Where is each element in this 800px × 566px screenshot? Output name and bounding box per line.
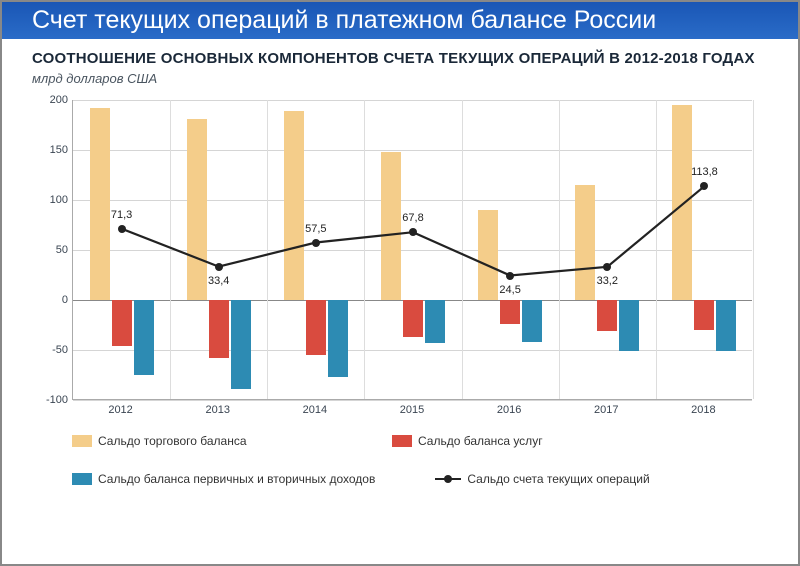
y-tick-label: -100 [46, 394, 68, 406]
y-tick-label: 50 [56, 244, 68, 256]
line-marker [312, 239, 320, 247]
bar [672, 105, 692, 300]
line-marker [215, 263, 223, 271]
legend-label: Сальдо баланса первичных и вторичных дох… [98, 472, 375, 486]
y-tick-label: 200 [50, 94, 68, 106]
bar [209, 300, 229, 358]
x-tick-label: 2017 [594, 404, 618, 416]
bar [284, 111, 304, 300]
bar [619, 300, 639, 351]
y-tick-label: 150 [50, 144, 68, 156]
point-label: 71,3 [111, 209, 132, 221]
line-marker [603, 263, 611, 271]
line-marker [700, 182, 708, 190]
legend-label: Сальдо торгового баланса [98, 434, 247, 448]
swatch-icon [72, 473, 92, 485]
point-label: 24,5 [499, 284, 520, 296]
x-tick-label: 2015 [400, 404, 424, 416]
bar [597, 300, 617, 331]
bar [478, 210, 498, 300]
x-tick-label: 2018 [691, 404, 715, 416]
y-tick-label: 100 [50, 194, 68, 206]
point-label: 33,4 [208, 275, 229, 287]
y-tick-label: -50 [52, 344, 68, 356]
point-label: 67,8 [402, 212, 423, 224]
grid-vline [559, 100, 560, 399]
grid-line [73, 250, 752, 251]
chart: -100-50050100150200 71,333,457,567,824,5… [42, 100, 768, 418]
bar [694, 300, 714, 330]
x-tick-label: 2013 [205, 404, 229, 416]
bar [575, 185, 595, 300]
bar [112, 300, 132, 346]
bar [328, 300, 348, 377]
line-marker [409, 228, 417, 236]
chart-units: млрд долларов США [32, 71, 768, 86]
bar [425, 300, 445, 343]
y-axis-labels: -100-50050100150200 [32, 100, 68, 400]
y-tick-label: 0 [62, 294, 68, 306]
swatch-icon [72, 435, 92, 447]
point-label: 33,2 [597, 275, 618, 287]
legend-label: Сальдо баланса услуг [418, 434, 543, 448]
swatch-line-icon [435, 478, 461, 480]
legend-item-current-account: Сальдо счета текущих операций [435, 472, 695, 486]
x-axis-labels: 2012 2013 2014 2015 2016 2017 2018 [72, 400, 752, 418]
line-marker [506, 272, 514, 280]
legend-item-services: Сальдо баланса услуг [392, 434, 652, 448]
point-label: 57,5 [305, 223, 326, 235]
bar [187, 119, 207, 300]
legend-item-trade: Сальдо торгового баланса [72, 434, 332, 448]
bar [522, 300, 542, 342]
page-title: Счет текущих операций в платежном баланс… [2, 2, 798, 39]
bar [306, 300, 326, 355]
bar [134, 300, 154, 375]
grid-line [73, 350, 752, 351]
grid-vline [364, 100, 365, 399]
legend: Сальдо торгового баланса Сальдо баланса … [72, 434, 768, 486]
legend-label: Сальдо счета текущих операций [467, 472, 649, 486]
grid-vline [462, 100, 463, 399]
line-marker [118, 225, 126, 233]
swatch-icon [392, 435, 412, 447]
legend-item-income: Сальдо баланса первичных и вторичных дох… [72, 472, 375, 486]
bar [500, 300, 520, 324]
x-tick-label: 2014 [303, 404, 327, 416]
x-tick-label: 2012 [108, 404, 132, 416]
grid-vline [267, 100, 268, 399]
grid-vline [656, 100, 657, 399]
grid-line [73, 150, 752, 151]
content-area: СООТНОШЕНИЕ ОСНОВНЫХ КОМПОНЕНТОВ СЧЕТА Т… [2, 39, 798, 486]
grid-line [73, 100, 752, 101]
bar [231, 300, 251, 389]
point-label: 113,8 [691, 166, 718, 178]
bar [381, 152, 401, 300]
chart-subtitle: СООТНОШЕНИЕ ОСНОВНЫХ КОМПОНЕНТОВ СЧЕТА Т… [32, 49, 768, 69]
bar [403, 300, 423, 337]
grid-line [73, 200, 752, 201]
bar [716, 300, 736, 351]
grid-vline [170, 100, 171, 399]
x-tick-label: 2016 [497, 404, 521, 416]
grid-vline [753, 100, 754, 399]
plot-area: 71,3 33,4 57,5 67,8 24,5 33,2 113,8 [72, 100, 752, 400]
bar [90, 108, 110, 300]
